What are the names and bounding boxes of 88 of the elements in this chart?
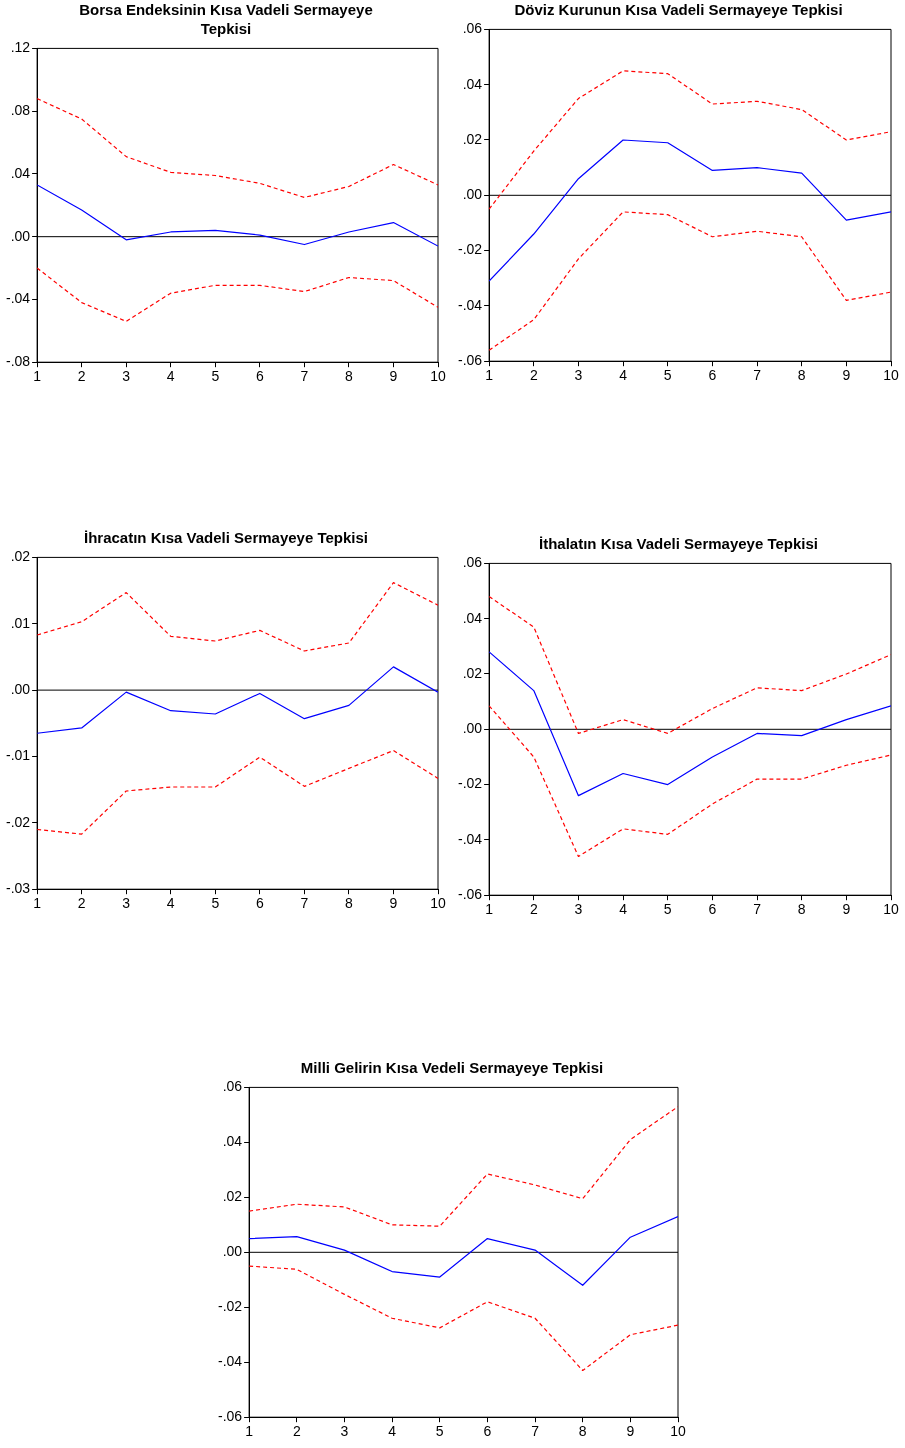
y-tick-label: -.02 (6, 813, 31, 830)
y-tick-label: .00 (462, 720, 483, 737)
x-tick-label: 5 (663, 901, 672, 918)
y-tick-label: .04 (462, 75, 483, 92)
x-tick-label: 10 (883, 367, 899, 384)
chart-title: Milli Gelirin Kısa Vedeli Sermayeye Tepkisi (299, 1058, 605, 1077)
chart-title: İthalatın Kısa Vadeli Sermayeye Tepkisi (538, 534, 819, 553)
y-tick-label: .01 (10, 614, 31, 631)
x-tick-label: 7 (300, 368, 309, 385)
y-tick-label: .00 (462, 186, 483, 203)
x-tick-label: 4 (619, 901, 628, 918)
x-tick-label: 4 (619, 367, 628, 384)
y-tick-label: -.01 (6, 747, 31, 764)
x-tick-label: 1 (33, 895, 42, 912)
x-tick-label: 2 (529, 901, 538, 918)
y-tick-label: .00 (10, 227, 31, 244)
x-tick-label: 2 (529, 367, 538, 384)
y-tick-label: -.02 (458, 775, 483, 792)
x-tick-label: 10 (883, 901, 899, 918)
y-tick-label: -.08 (6, 353, 31, 370)
x-tick-label: 2 (77, 368, 86, 385)
x-tick-label: 4 (388, 1423, 397, 1440)
x-tick-label: 3 (122, 895, 131, 912)
y-tick-label: -.04 (458, 296, 483, 313)
y-tick-label: -.02 (458, 241, 483, 258)
y-tick-label: -.04 (6, 290, 31, 307)
x-tick-label: 3 (122, 368, 131, 385)
x-tick-label: 9 (389, 895, 398, 912)
x-tick-label: 4 (166, 895, 175, 912)
y-tick-label: .12 (10, 39, 31, 56)
y-tick-label: .04 (10, 164, 31, 181)
y-tick-label: -.06 (218, 1408, 243, 1425)
y-tick-label: -.06 (458, 352, 483, 369)
x-tick-label: 1 (485, 367, 494, 384)
chart-title: Döviz Kurunun Kısa Vadeli Sermayeye Tepkisi (513, 0, 844, 19)
x-tick-label: 6 (708, 901, 717, 918)
x-tick-label: 2 (292, 1423, 301, 1440)
y-tick-label: .06 (222, 1078, 243, 1095)
chart-title: İhracatın Kısa Vadeli Sermayeye Tepkisi (82, 528, 369, 547)
y-tick-label: -.02 (218, 1298, 243, 1315)
y-tick-label: -.04 (218, 1353, 243, 1370)
x-tick-label: 8 (797, 367, 806, 384)
x-tick-label: 3 (574, 901, 583, 918)
y-tick-label: .02 (10, 548, 31, 565)
x-tick-label: 10 (670, 1423, 686, 1440)
x-tick-label: 6 (708, 367, 717, 384)
x-tick-label: 10 (430, 895, 446, 912)
x-tick-label: 1 (485, 901, 494, 918)
y-tick-label: -.06 (458, 886, 483, 903)
x-tick-label: 5 (435, 1423, 444, 1440)
x-tick-label: 6 (255, 895, 264, 912)
x-tick-label: 7 (300, 895, 309, 912)
y-tick-label: .00 (10, 680, 31, 697)
x-tick-label: 2 (77, 895, 86, 912)
x-tick-label: 9 (842, 367, 851, 384)
y-tick-label: -.04 (458, 830, 483, 847)
y-tick-label: .02 (462, 130, 483, 147)
x-tick-label: 3 (574, 367, 583, 384)
x-tick-label: 5 (663, 367, 672, 384)
x-tick-label: 7 (531, 1423, 540, 1440)
y-tick-label: .04 (222, 1133, 243, 1150)
x-tick-label: 7 (753, 901, 762, 918)
x-tick-label: 6 (255, 368, 264, 385)
x-tick-label: 10 (430, 368, 446, 385)
x-tick-label: 4 (166, 368, 175, 385)
x-tick-label: 1 (33, 368, 42, 385)
y-tick-label: -.03 (6, 880, 31, 897)
y-tick-label: .02 (462, 664, 483, 681)
x-tick-label: 6 (483, 1423, 492, 1440)
x-tick-label: 8 (797, 901, 806, 918)
y-tick-label: .00 (222, 1243, 243, 1260)
x-tick-label: 9 (626, 1423, 635, 1440)
x-tick-label: 7 (753, 367, 762, 384)
chart-title: Borsa Endeksinin Kısa Vadeli Sermayeye Tepkisi (78, 0, 374, 38)
x-tick-label: 9 (389, 368, 398, 385)
x-tick-label: 8 (345, 895, 354, 912)
y-tick-label: .02 (222, 1188, 243, 1205)
x-tick-label: 5 (211, 895, 220, 912)
y-tick-label: .06 (462, 20, 483, 37)
x-tick-label: 5 (211, 368, 220, 385)
x-tick-label: 3 (340, 1423, 349, 1440)
y-tick-label: .04 (462, 609, 483, 626)
y-tick-label: .06 (462, 554, 483, 571)
x-tick-label: 8 (578, 1423, 587, 1440)
x-tick-label: 8 (345, 368, 354, 385)
x-tick-label: 9 (842, 901, 851, 918)
y-tick-label: .08 (10, 102, 31, 119)
x-tick-label: 1 (245, 1423, 254, 1440)
